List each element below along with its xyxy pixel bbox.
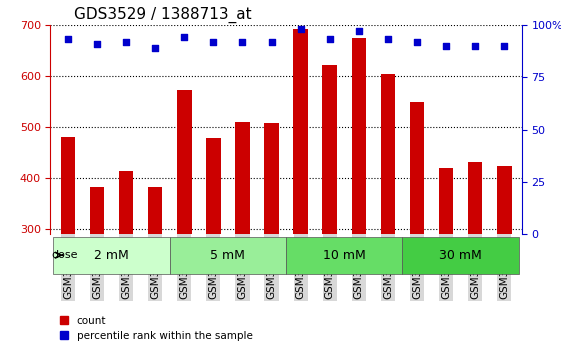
Bar (264, 123, 279, 234)
Point (355, 28, 364, 34)
Bar (293, 29, 308, 234)
Bar (206, 138, 220, 234)
Bar (235, 122, 250, 234)
Bar (119, 171, 134, 234)
Bar (439, 168, 453, 234)
Bar (61, 137, 75, 234)
Bar (148, 187, 163, 234)
Point (151, 45, 160, 51)
Bar (286, 237, 402, 274)
Point (180, 34, 189, 40)
Legend: count, percentile rank within the sample: count, percentile rank within the sample (56, 312, 256, 345)
Bar (402, 237, 519, 274)
Point (412, 39, 421, 44)
Bar (381, 74, 395, 234)
Point (93, 41, 102, 46)
Point (63, 36, 72, 42)
Text: 30 mM: 30 mM (439, 249, 482, 262)
Bar (410, 102, 424, 234)
Point (325, 36, 334, 42)
Point (500, 43, 509, 48)
Text: 2 mM: 2 mM (94, 249, 129, 262)
Text: 5 mM: 5 mM (210, 249, 245, 262)
Text: GDS3529 / 1388713_at: GDS3529 / 1388713_at (74, 7, 252, 23)
Text: dose: dose (51, 250, 77, 260)
Point (238, 39, 247, 44)
Point (122, 39, 131, 44)
Bar (177, 90, 191, 234)
Point (296, 26, 305, 32)
Bar (170, 237, 286, 274)
Bar (53, 237, 170, 274)
Point (267, 39, 276, 44)
Bar (90, 187, 104, 234)
Bar (468, 162, 482, 234)
Point (209, 39, 218, 44)
Bar (352, 38, 366, 234)
Bar (323, 65, 337, 234)
Bar (497, 166, 512, 234)
Point (442, 43, 450, 48)
Point (471, 43, 480, 48)
Text: 10 mM: 10 mM (323, 249, 366, 262)
Point (383, 36, 392, 42)
